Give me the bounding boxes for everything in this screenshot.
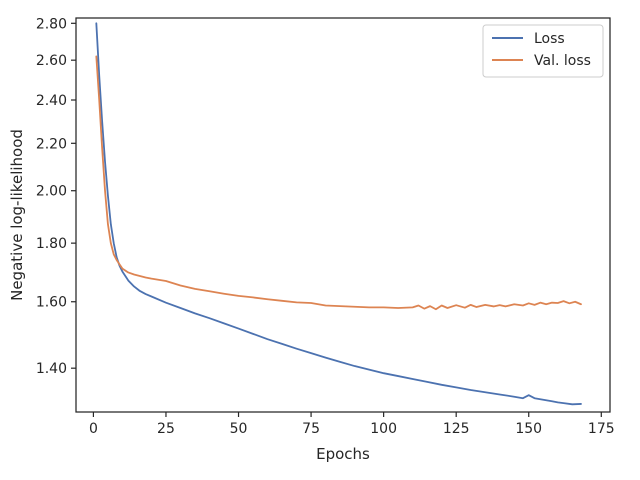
legend-label-loss: Loss — [534, 31, 565, 47]
y-tick-label: 2.40 — [36, 93, 67, 109]
x-tick-label: 75 — [302, 421, 320, 437]
x-axis: 0 25 50 75 100 125 150 175 — [89, 412, 615, 437]
x-tick-label: 150 — [515, 421, 542, 437]
x-tick-label: 125 — [443, 421, 470, 437]
x-tick-label: 100 — [370, 421, 397, 437]
legend-label-val-loss: Val. loss — [534, 53, 591, 69]
y-tick-label: 2.20 — [36, 136, 67, 152]
y-tick-label: 1.60 — [36, 295, 67, 311]
y-tick-label: 2.00 — [36, 184, 67, 200]
x-tick-label: 0 — [89, 421, 98, 437]
x-axis-title: Epochs — [316, 445, 370, 463]
y-tick-label: 1.40 — [36, 361, 67, 377]
plot-area-frame — [75, 17, 611, 413]
x-tick-label: 175 — [588, 421, 615, 437]
y-axis: 1.40 1.60 1.80 2.00 2.20 2.40 2.60 2.80 — [36, 16, 76, 377]
series-layer — [95, 22, 582, 406]
y-tick-label: 1.80 — [36, 236, 67, 252]
x-tick-label: 25 — [157, 421, 175, 437]
series-line-val-loss — [95, 55, 582, 311]
legend: Loss Val. loss — [482, 24, 604, 78]
y-axis-title: Negative log-likelihood — [8, 129, 26, 301]
x-tick-label: 50 — [230, 421, 248, 437]
y-tick-label: 2.60 — [36, 53, 67, 69]
y-tick-label: 2.80 — [36, 16, 67, 32]
